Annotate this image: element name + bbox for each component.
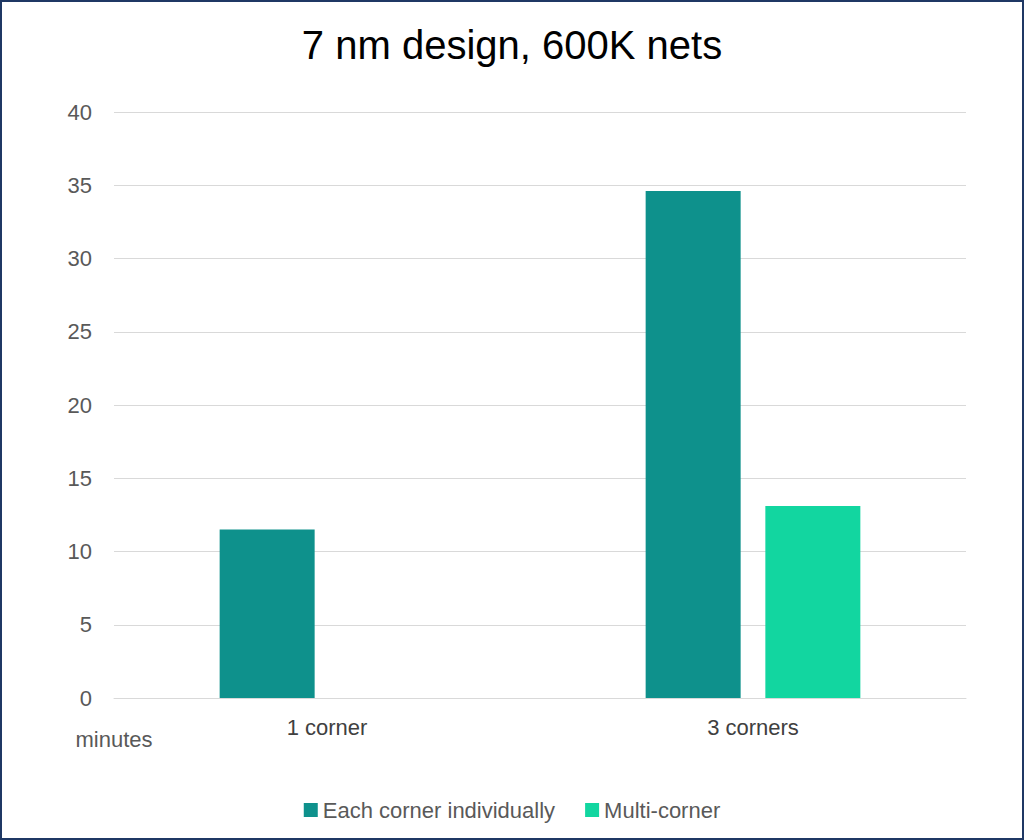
svg-text:7 nm design, 600K nets: 7 nm design, 600K nets bbox=[302, 23, 722, 67]
svg-text:40: 40 bbox=[68, 100, 92, 125]
svg-text:1 corner: 1 corner bbox=[287, 715, 368, 740]
svg-text:15: 15 bbox=[68, 466, 92, 491]
svg-text:minutes: minutes bbox=[75, 727, 152, 752]
svg-text:10: 10 bbox=[68, 539, 92, 564]
svg-text:5: 5 bbox=[80, 612, 92, 637]
svg-text:0: 0 bbox=[80, 686, 92, 711]
svg-text:30: 30 bbox=[68, 246, 92, 271]
svg-text:Each corner individually: Each corner individually bbox=[323, 798, 555, 823]
svg-text:3 corners: 3 corners bbox=[707, 715, 799, 740]
svg-text:Multi-corner: Multi-corner bbox=[604, 798, 720, 823]
svg-text:35: 35 bbox=[68, 173, 92, 198]
svg-text:20: 20 bbox=[68, 393, 92, 418]
svg-text:25: 25 bbox=[68, 319, 92, 344]
